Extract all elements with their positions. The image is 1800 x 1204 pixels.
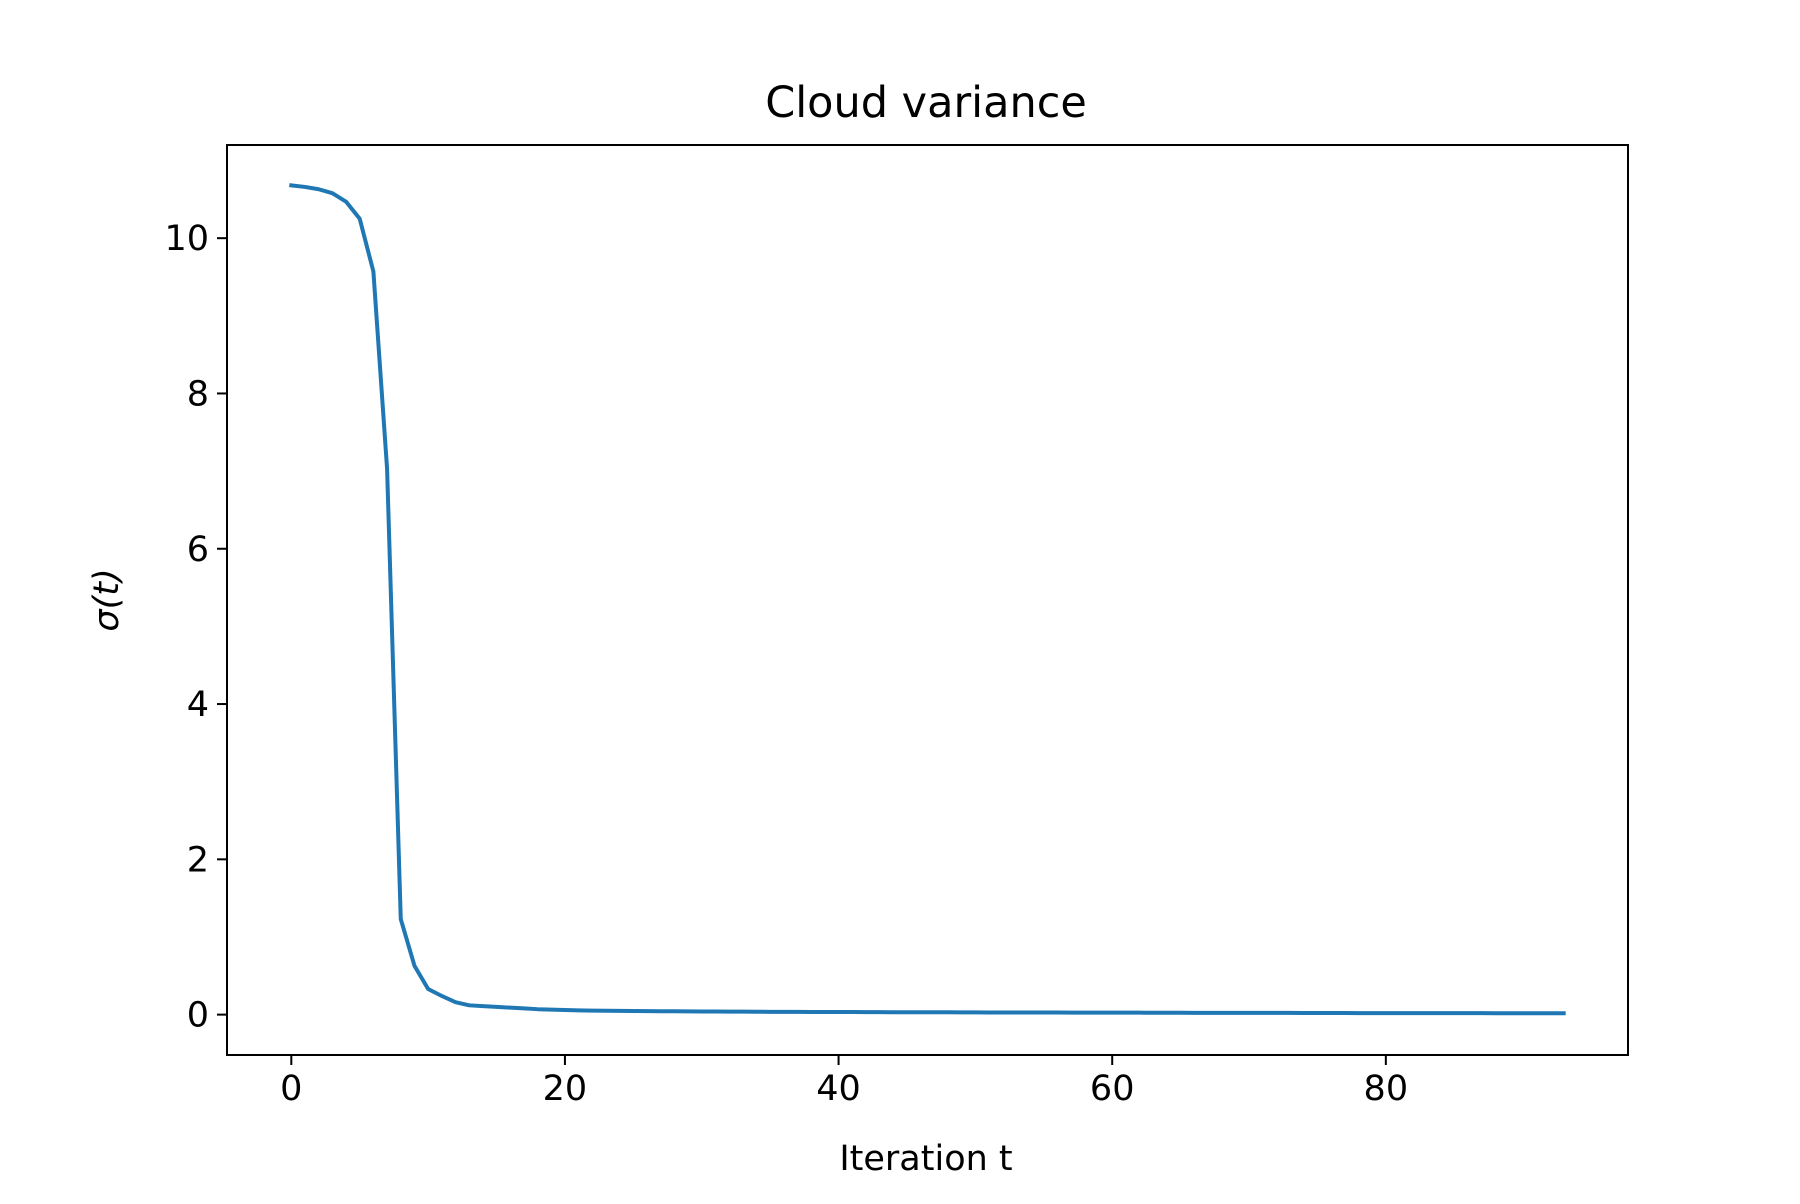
axes-frame xyxy=(226,144,1629,1056)
y-tick-label: 0 xyxy=(187,996,209,1036)
x-tick-label: 80 xyxy=(1364,1069,1409,1109)
y-tick-label: 6 xyxy=(187,530,209,570)
chart-title: Cloud variance xyxy=(765,78,1087,128)
y-tick-label: 4 xyxy=(187,685,209,725)
plot-area: 0 20 40 60 80 0 2 4 6 8 10 xyxy=(164,144,1629,1109)
y-tick-label: 8 xyxy=(187,374,209,414)
y-tick-label: 10 xyxy=(164,219,209,259)
x-tick-label: 40 xyxy=(816,1069,861,1109)
x-tick-label: 20 xyxy=(543,1069,588,1109)
series-line-0 xyxy=(289,183,1566,1016)
y-axis-label: σ(t) xyxy=(87,568,127,631)
y-tick-label: 2 xyxy=(187,840,209,880)
x-axis-label: Iteration t xyxy=(839,1139,1012,1179)
x-tick-label: 60 xyxy=(1090,1069,1135,1109)
x-tick-label: 0 xyxy=(280,1069,302,1109)
